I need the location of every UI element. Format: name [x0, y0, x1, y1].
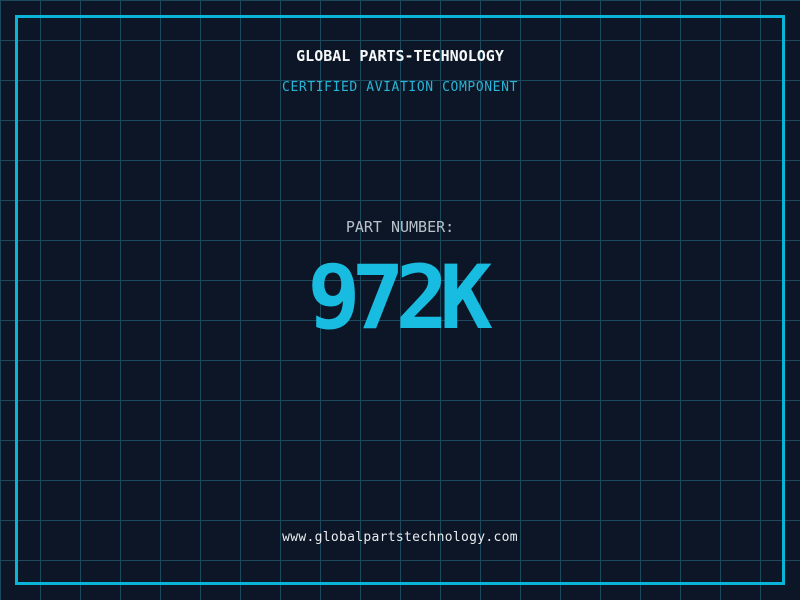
part-number-value: 972K [307, 246, 493, 349]
company-title: GLOBAL PARTS-TECHNOLOGY [296, 47, 504, 65]
certification-subtitle: CERTIFIED AVIATION COMPONENT [282, 80, 518, 95]
website-url: www.globalpartstechnology.com [282, 530, 518, 545]
part-number-label: PART NUMBER: [345, 218, 455, 236]
